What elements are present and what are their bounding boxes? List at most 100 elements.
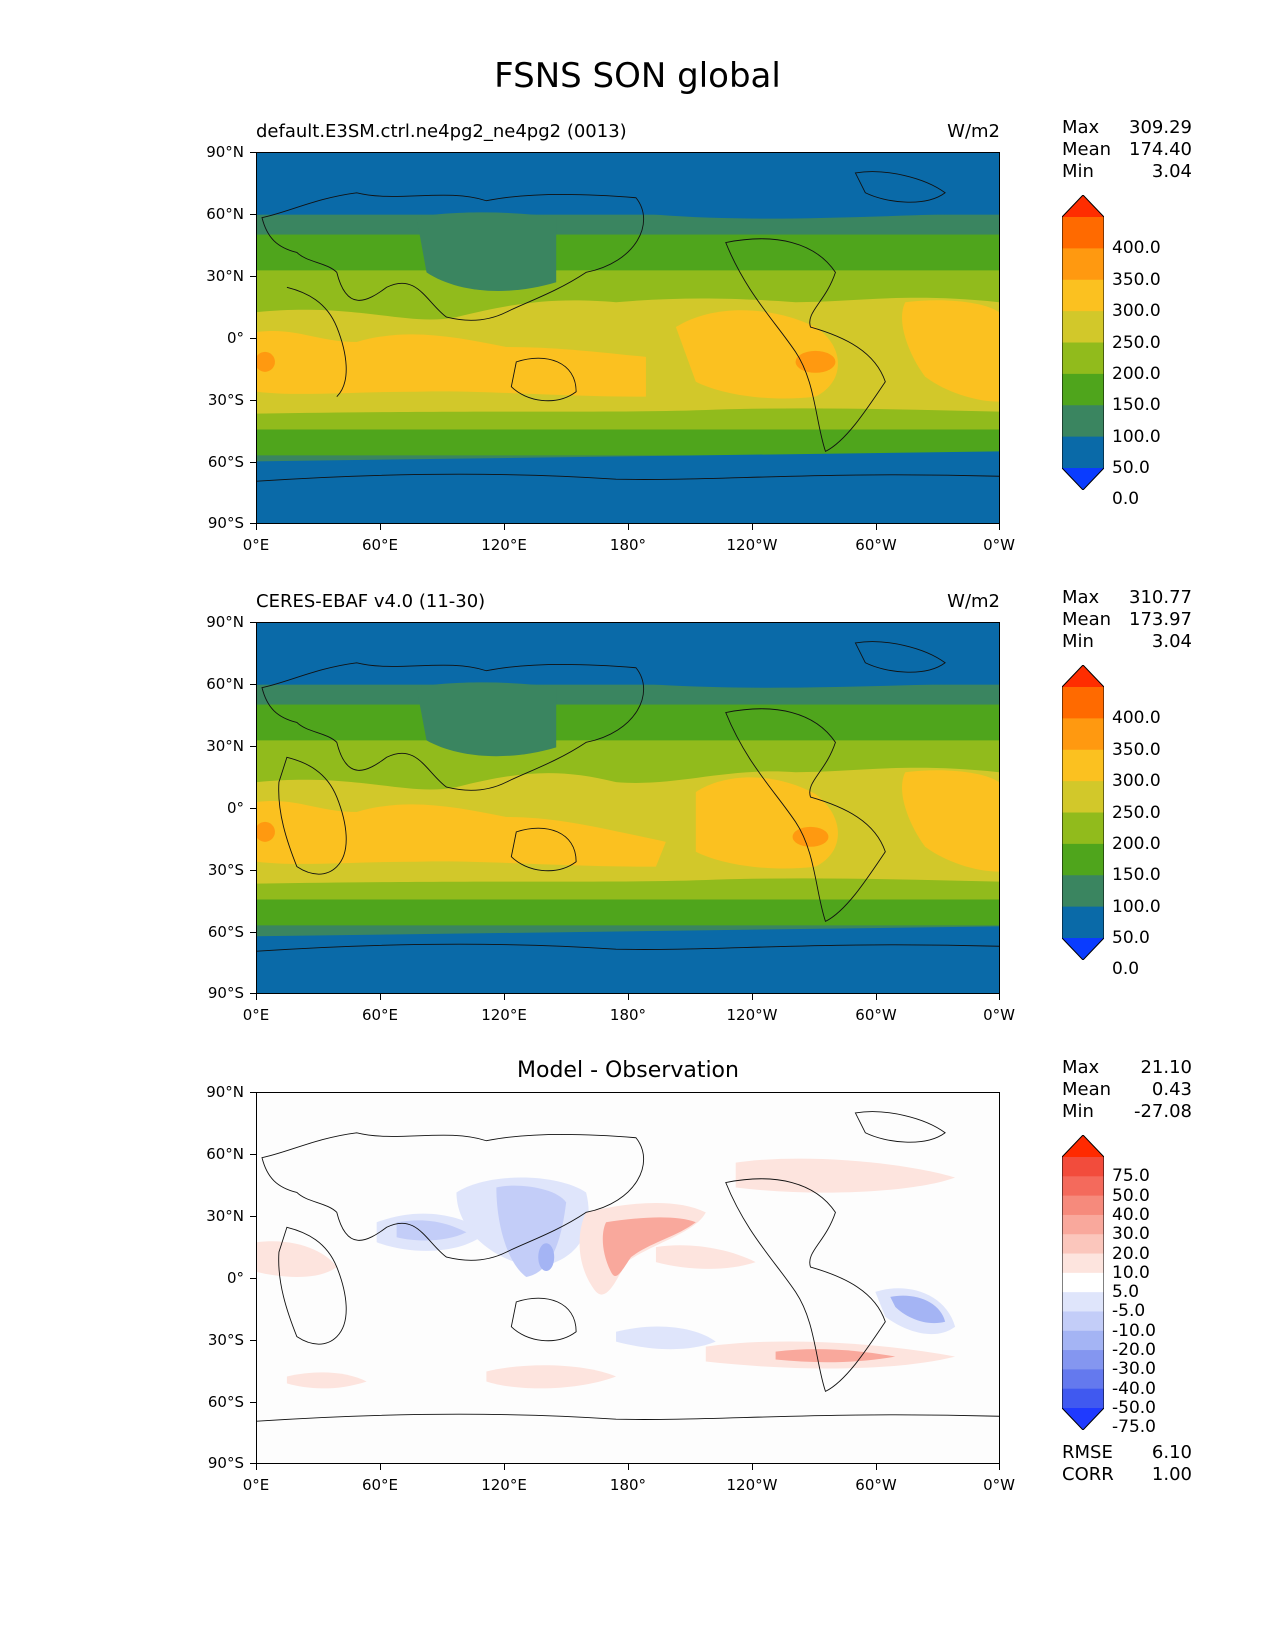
colorbar-bin xyxy=(1062,1311,1104,1332)
x-tick-label: 60°W xyxy=(855,1476,897,1494)
y-tick-label: 0° xyxy=(226,329,244,347)
colorbar-tick-label: 0.0 xyxy=(1112,489,1140,510)
colorbar-tick-label: -75.0 xyxy=(1112,1417,1156,1438)
y-tick-label: 60°N xyxy=(206,1145,244,1163)
contour-field xyxy=(257,623,999,993)
y-tick-label: 90°N xyxy=(206,613,244,631)
y-tick-label: 90°N xyxy=(206,143,244,161)
y-tick-label: 30°S xyxy=(207,861,244,879)
x-tick-label: 60°E xyxy=(361,1006,399,1024)
panel-units: W/m2 xyxy=(947,121,1000,142)
y-tick-label: 60°S xyxy=(207,923,244,941)
x-tick-label: 0°E xyxy=(242,1476,270,1494)
colorbar-tick-label: 400.0 xyxy=(1112,238,1161,259)
colorbar-extend-min xyxy=(1062,938,1104,960)
colorbar-extend-max xyxy=(1062,195,1104,217)
colorbar xyxy=(1062,665,1104,960)
y-tick-label: 30°S xyxy=(207,391,244,409)
y-tick-label: 30°N xyxy=(206,267,244,285)
y-tick-label: 60°N xyxy=(206,205,244,223)
x-tick-label: 120°E xyxy=(481,536,527,554)
colorbar-extend-min xyxy=(1062,1408,1104,1430)
y-tick-label: 60°N xyxy=(206,675,244,693)
colorbar-bin xyxy=(1062,1214,1104,1235)
stat-label: Min xyxy=(1062,631,1094,652)
colorbar-tick-label: -50.0 xyxy=(1112,1398,1156,1418)
contour-field xyxy=(257,153,999,523)
colorbar xyxy=(1062,195,1104,490)
colorbar-tick-label: 150.0 xyxy=(1112,865,1161,886)
colorbar-graphic xyxy=(1062,665,1104,960)
stats-box: Max 310.77 Mean 173.97 Min 3.04 xyxy=(1062,587,1192,653)
colorbar-extend-min xyxy=(1062,468,1104,490)
x-tick-label: 120°E xyxy=(481,1006,527,1024)
colorbar-tick-label: 50.0 xyxy=(1112,928,1150,948)
stat-label: Mean xyxy=(1062,609,1112,630)
colorbar-tick-label: -30.0 xyxy=(1112,1359,1156,1380)
metric-label: RMSE xyxy=(1062,1442,1113,1463)
colorbar-bin xyxy=(1062,749,1104,782)
colorbar-tick-label: 200.0 xyxy=(1112,363,1161,384)
stat-label: Max xyxy=(1062,587,1100,608)
x-tick-label: 0°E xyxy=(242,536,270,554)
colorbar-bin xyxy=(1062,1253,1104,1274)
y-tick-label: 90°S xyxy=(207,514,244,532)
stat-max: 309.29 xyxy=(1129,117,1192,138)
colorbar-tick-label: 100.0 xyxy=(1112,426,1161,447)
contour-field xyxy=(257,1093,999,1463)
metrics-box: RMSE 6.10 CORR 1.00 xyxy=(1062,1442,1192,1486)
colorbar-bin xyxy=(1062,1350,1104,1370)
colorbar-bin xyxy=(1062,342,1104,375)
map-observation[interactable] xyxy=(256,622,1000,994)
y-tick-label: 30°S xyxy=(207,1331,244,1349)
colorbar-bin xyxy=(1062,687,1104,719)
colorbar-bin xyxy=(1062,781,1104,813)
panel-title-left: CERES-EBAF v4.0 (11-30) xyxy=(256,591,486,612)
colorbar-tick-label: 300.0 xyxy=(1112,301,1161,322)
colorbar-bin xyxy=(1062,311,1104,343)
y-tick-label: 0° xyxy=(226,1269,244,1287)
y-tick-label: 90°N xyxy=(206,1083,244,1101)
colorbar-bin xyxy=(1062,436,1104,469)
colorbar-tick-label: 100.0 xyxy=(1112,896,1161,917)
stat-min: 3.04 xyxy=(1151,161,1192,182)
colorbar-tick-label: 20.0 xyxy=(1112,1243,1150,1264)
stat-label: Mean xyxy=(1062,139,1112,160)
colorbar-tick-label: -5.0 xyxy=(1112,1301,1146,1322)
x-tick-label: 0°W xyxy=(983,1006,1015,1024)
stat-label: Max xyxy=(1062,1057,1100,1078)
colorbar-tick-label: 300.0 xyxy=(1112,771,1161,792)
colorbar-graphic xyxy=(1062,1135,1104,1430)
colorbar-bin xyxy=(1062,843,1104,876)
x-tick-label: 180° xyxy=(609,1476,647,1494)
colorbar-bin xyxy=(1062,279,1104,312)
stat-label: Min xyxy=(1062,1101,1094,1122)
stat-mean: 173.97 xyxy=(1129,609,1192,630)
stat-mean: 0.43 xyxy=(1151,1079,1192,1100)
x-tick-label: 120°E xyxy=(481,1476,527,1494)
colorbar-tick-label: 5.0 xyxy=(1112,1282,1140,1303)
metric-corr: 1.00 xyxy=(1151,1464,1192,1485)
stat-min: -27.08 xyxy=(1133,1101,1192,1122)
figure-title: FSNS SON global xyxy=(494,56,781,96)
panel-observation: CERES-EBAF v4.0 (11-30) W/m2 xyxy=(0,470,1275,1030)
map-difference[interactable] xyxy=(256,1092,1000,1464)
colorbar-bin xyxy=(1062,1330,1104,1351)
colorbar-bin xyxy=(1062,1292,1104,1312)
y-tick-label: 90°S xyxy=(207,1454,244,1472)
colorbar-tick-label: 0.0 xyxy=(1112,959,1140,980)
x-tick-label: 60°W xyxy=(855,536,897,554)
colorbar-tick-label: 350.0 xyxy=(1112,739,1161,760)
stats-box: Max 309.29 Mean 174.40 Min 3.04 xyxy=(1062,117,1192,183)
stat-label: Mean xyxy=(1062,1079,1112,1100)
colorbar-tick-label: 40.0 xyxy=(1112,1204,1150,1225)
colorbar-bin xyxy=(1062,1157,1104,1177)
y-tick-label: 60°S xyxy=(207,1393,244,1411)
colorbar-extend-max xyxy=(1062,665,1104,687)
x-tick-label: 0°W xyxy=(983,1476,1015,1494)
colorbar-bin xyxy=(1062,1388,1104,1409)
colorbar-tick-label: 10.0 xyxy=(1112,1262,1150,1283)
colorbar-tick-label: 250.0 xyxy=(1112,802,1161,823)
map-model[interactable] xyxy=(256,152,1000,524)
colorbar-graphic xyxy=(1062,195,1104,490)
